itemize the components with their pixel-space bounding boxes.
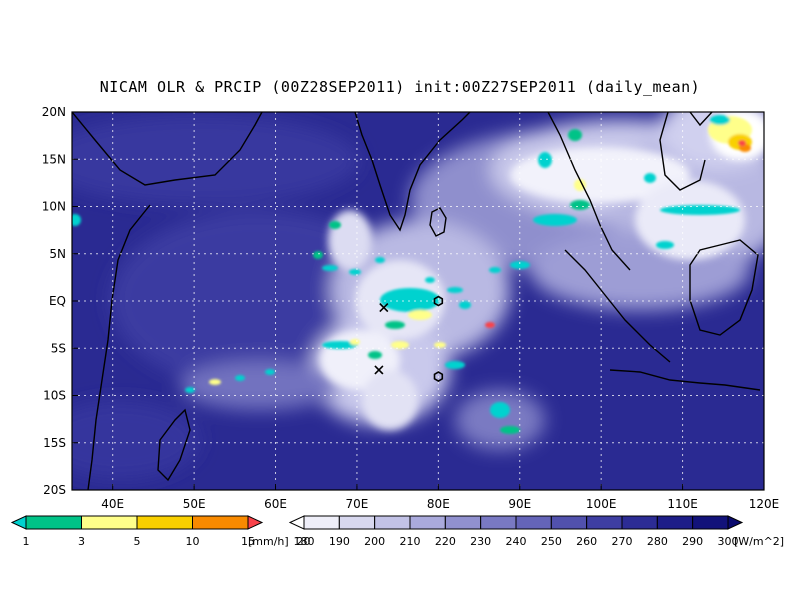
colorbar-label: 300: [718, 535, 739, 548]
lon-tick-label: 50E: [183, 497, 206, 511]
colorbar-end-high: [727, 515, 744, 530]
colorbar-label: 210: [400, 535, 421, 548]
colorbar-label: 250: [541, 535, 562, 548]
lat-tick-label: 5N: [49, 247, 66, 261]
lon-axis: 40E 50E 60E 70E 80E 90E 100E 110E 120E: [101, 484, 779, 511]
lon-tick-label: 120E: [749, 497, 780, 511]
graticule: [72, 112, 764, 490]
colorbar-label: 230: [470, 535, 491, 548]
x-marker: [374, 365, 384, 375]
colorbar-label: 270: [612, 535, 633, 548]
lat-tick-label: 10S: [43, 389, 66, 403]
lat-tick-label: 10N: [42, 200, 66, 214]
map-title: NICAM OLR & PRCIP (00Z28SEP2011) init:00…: [99, 78, 701, 96]
colorbar-end-high: [247, 515, 264, 530]
colorbar-swatch: [136, 515, 193, 530]
colorbar-label: 5: [134, 535, 141, 548]
colorbar-label: 20: [297, 535, 311, 548]
hexagon-marker: [433, 371, 444, 383]
olr-colorbar: 180 190 200 210 220 230 240 250 260 270 280 290 300[…: [288, 515, 784, 548]
colorbar-label: 290: [682, 535, 703, 548]
colorbar-swatch: [480, 515, 517, 530]
colorbar-swatch: [192, 515, 249, 530]
colorbar-swatch: [409, 515, 446, 530]
lon-tick-label: 100E: [586, 497, 617, 511]
colorbar-swatch: [586, 515, 623, 530]
lon-tick-label: 90E: [508, 497, 531, 511]
colorbar-label: 240: [506, 535, 527, 548]
colorbar-swatch: [656, 515, 694, 530]
colorbar-swatch: [550, 515, 588, 530]
lat-axis: 20N 15N 10N 5N EQ 5S 10S 15S 20S: [42, 105, 78, 497]
colorbar-label: 280: [647, 535, 668, 548]
colorbar-unit: [W/m^2]: [734, 535, 784, 548]
precip-cells: [72, 115, 752, 434]
lon-tick-label: 60E: [264, 497, 287, 511]
colorbar-swatch: [621, 515, 658, 530]
colorbar-label: 200: [364, 535, 385, 548]
colorbar-end-low: [10, 515, 27, 530]
colorbar-label: 180: [294, 535, 315, 548]
colorbar-label: 3: [78, 535, 85, 548]
precip-colorbar: 1 3 5 10 15 20 [mm/h]: [10, 515, 311, 548]
colorbar-label: 220: [435, 535, 456, 548]
colorbar-label: 190: [329, 535, 350, 548]
x-marker: [379, 303, 389, 313]
coastlines: [72, 112, 761, 490]
colorbar-swatch: [338, 515, 376, 530]
lat-tick-label: 20S: [43, 483, 66, 497]
colorbar-unit: [mm/h]: [248, 535, 289, 548]
colorbar-swatch: [81, 515, 138, 530]
colorbar-label: 260: [576, 535, 597, 548]
colorbar-swatch: [444, 515, 482, 530]
lon-tick-label: 40E: [101, 497, 124, 511]
markers: [374, 295, 444, 383]
lon-tick-label: 70E: [346, 497, 369, 511]
colorbar-label: 15: [241, 535, 255, 548]
lat-tick-label: 20N: [42, 105, 66, 119]
colorbar-swatch: [515, 515, 552, 530]
lat-tick-label: 15N: [42, 152, 66, 166]
hexagon-marker: [433, 295, 444, 307]
lon-tick-label: 80E: [427, 497, 450, 511]
colorbar-swatch: [374, 515, 411, 530]
olr-field: [72, 112, 764, 490]
colorbar-swatch: [25, 515, 82, 530]
colorbar-end-low: [288, 515, 305, 530]
colorbar-swatch: [303, 515, 340, 530]
lat-tick-label: EQ: [49, 294, 66, 308]
colorbar-label: 1: [23, 535, 30, 548]
lat-tick-label: 5S: [51, 341, 66, 355]
colorbar-swatch: [692, 515, 729, 530]
colorbar-label: 10: [186, 535, 200, 548]
lon-tick-label: 110E: [667, 497, 698, 511]
lat-tick-label: 15S: [43, 436, 66, 450]
